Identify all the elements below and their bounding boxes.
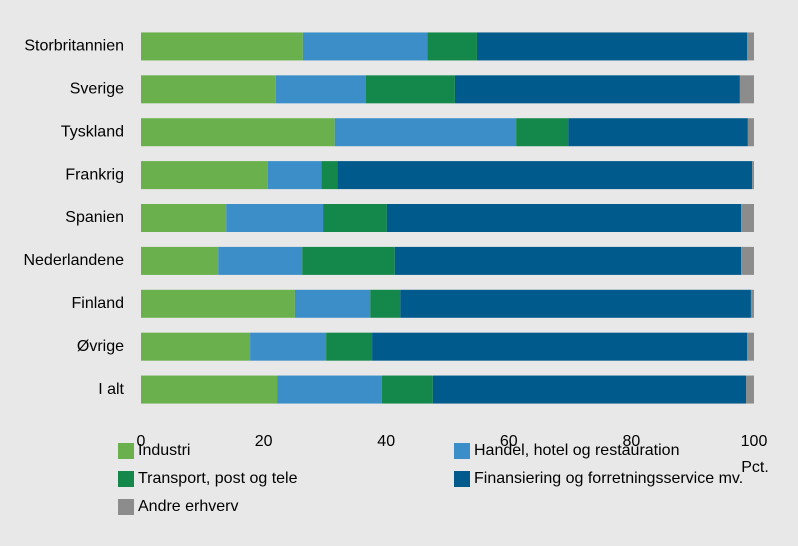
x-tick-label: 0 xyxy=(137,433,146,450)
legend-swatch xyxy=(118,471,134,487)
bar-segment xyxy=(365,75,455,104)
y-tick-label: Frankrig xyxy=(65,166,124,183)
bar-segment xyxy=(141,161,268,190)
bar-segment xyxy=(141,289,295,318)
bar-segment xyxy=(218,246,303,275)
bar-segment xyxy=(370,289,401,318)
bar-segment xyxy=(302,246,395,275)
bar-segment xyxy=(141,75,276,104)
bar-segment xyxy=(739,75,754,104)
x-axis-label: Pct. xyxy=(741,459,769,476)
bar-segment xyxy=(568,118,748,147)
x-tick-label: 20 xyxy=(255,433,273,450)
legend-label: Handel, hotel og restauration xyxy=(474,442,679,459)
legend-label: Transport, post og tele xyxy=(138,470,298,487)
bar-segment xyxy=(741,246,754,275)
bar-segment xyxy=(386,204,742,232)
legend-label: Finansiering og forretningsservice mv. xyxy=(474,470,743,487)
y-tick-label: Tyskland xyxy=(61,123,124,140)
bar-segment xyxy=(394,246,742,275)
bar-segment xyxy=(141,246,219,275)
bar-segment xyxy=(746,375,754,404)
x-tick-label: 100 xyxy=(741,433,768,450)
y-tick-label: Storbritannien xyxy=(24,38,124,55)
legend-swatch xyxy=(118,499,134,515)
bar-segment xyxy=(302,32,428,61)
bar-segment xyxy=(277,375,382,404)
bar-segment xyxy=(381,375,433,404)
bar-segment xyxy=(267,161,322,190)
legend-swatch xyxy=(454,443,470,459)
bar-segment xyxy=(432,375,747,404)
bar-segment xyxy=(141,332,251,361)
bar-segment xyxy=(141,118,335,147)
bar-segment xyxy=(323,204,387,232)
bar-segment xyxy=(752,161,754,190)
bar-segment xyxy=(372,332,748,361)
bar-segment xyxy=(337,161,753,190)
bar-segment xyxy=(141,375,278,404)
x-tick-label: 40 xyxy=(377,433,395,450)
bar-segment xyxy=(427,32,477,61)
bar-segment xyxy=(326,332,373,361)
legend-swatch xyxy=(454,471,470,487)
y-tick-label: I alt xyxy=(98,381,124,398)
bar-segment xyxy=(454,75,740,104)
legend-label: Andre erhverv xyxy=(138,498,239,515)
bar-segment xyxy=(747,118,754,147)
y-tick-label: Sverige xyxy=(70,81,124,98)
x-tick-label: 80 xyxy=(623,433,641,450)
bar-segment xyxy=(400,289,751,318)
y-tick-label: Øvrige xyxy=(77,338,124,355)
bar-segment xyxy=(250,332,327,361)
bar-segment xyxy=(747,332,754,361)
x-tick-label: 60 xyxy=(500,433,518,450)
bar-segment xyxy=(516,118,569,147)
bar-segment xyxy=(747,32,754,61)
y-tick-label: Nederlandene xyxy=(23,252,124,269)
bar-segment xyxy=(741,204,754,232)
bar-segment xyxy=(141,204,227,232)
y-tick-label: Finland xyxy=(72,295,124,312)
bar-segment xyxy=(294,289,371,318)
bar-segment xyxy=(321,161,338,190)
bar-segment xyxy=(334,118,517,147)
bar-segment xyxy=(476,32,748,61)
legend-swatch xyxy=(118,443,134,459)
bar-segment xyxy=(750,289,754,318)
y-tick-label: Spanien xyxy=(65,209,124,226)
bar-segment xyxy=(275,75,366,104)
bar-segment xyxy=(141,32,303,61)
bar-segment xyxy=(226,204,324,232)
legend-label: Industri xyxy=(138,442,190,459)
